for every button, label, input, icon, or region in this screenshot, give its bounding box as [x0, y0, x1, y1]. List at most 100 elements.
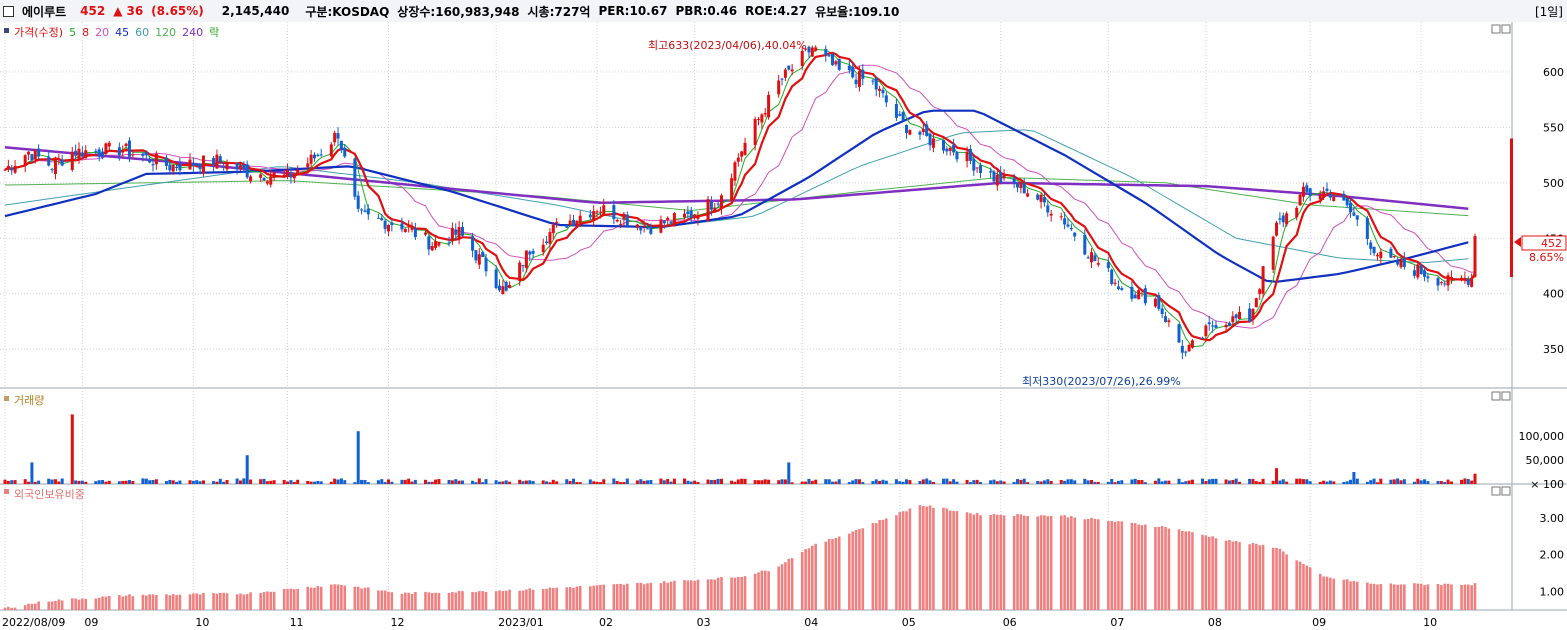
candle-body: [753, 119, 757, 146]
volume-bar: [847, 482, 851, 484]
volume-bar: [592, 481, 596, 484]
volume-bar: [1130, 479, 1134, 484]
foreign-bar: [1120, 521, 1124, 610]
minimize-icon[interactable]: [1491, 24, 1501, 34]
volume-bar: [1234, 478, 1238, 484]
foreign-bar: [434, 592, 437, 610]
foreign-bar: [1342, 579, 1346, 610]
volume-bar: [639, 479, 643, 484]
foreign-bar: [363, 587, 367, 610]
volume-bar: [1399, 480, 1403, 484]
volume-bar: [1325, 481, 1329, 484]
candle-body: [148, 159, 152, 163]
pane-buttons[interactable]: [1491, 24, 1511, 496]
volume-bar: [666, 479, 670, 484]
foreign-bar: [1332, 578, 1336, 610]
volume-bar: [834, 481, 838, 484]
volume-bar: [975, 479, 979, 484]
foreign-tick-label: 3.00: [1540, 512, 1565, 525]
candle-body: [1073, 232, 1077, 237]
candle-body: [191, 162, 195, 166]
chart-canvas[interactable]: 350400450500550600× 10050,000100,0001.00…: [0, 22, 1567, 630]
foreign-bar: [1285, 554, 1288, 610]
volume-bar: [1281, 479, 1285, 484]
candle-body: [225, 162, 229, 170]
foreign-bar: [854, 530, 858, 610]
volume-bar: [1073, 480, 1077, 484]
candle-body: [1022, 183, 1026, 194]
stock-name[interactable]: 에이루트: [22, 4, 67, 19]
candle-body: [689, 210, 693, 218]
foreign-bar: [471, 592, 474, 610]
volume-bar: [33, 481, 37, 484]
candle-body: [635, 224, 639, 228]
foreign-bar: [780, 564, 784, 610]
candle-body: [329, 144, 333, 157]
period-selector[interactable]: [1일]: [1534, 5, 1563, 19]
volume-bar: [1412, 481, 1416, 484]
foreign-bar: [1248, 544, 1251, 610]
foreign-bar: [885, 518, 888, 610]
volume-bar: [1042, 480, 1046, 484]
candle-body: [450, 227, 454, 242]
volume-bar: [1231, 479, 1235, 484]
volume-bar: [434, 479, 438, 484]
foreign-bar: [518, 590, 521, 610]
candle-body: [602, 205, 606, 216]
volume-bar: [1026, 482, 1030, 484]
foreign-bar: [74, 598, 77, 610]
foreign-bar: [541, 589, 545, 610]
date-tick-label: 2023/01: [498, 616, 544, 629]
foreign-bar: [696, 579, 700, 610]
candle-body: [77, 148, 81, 160]
volume-bar: [151, 479, 155, 484]
candle-body: [615, 220, 619, 222]
foreign-bar: [202, 593, 205, 610]
volume-bar: [191, 480, 195, 484]
foreign-bar: [1396, 584, 1399, 610]
candle-body: [400, 223, 404, 230]
select-checkbox[interactable]: [3, 5, 14, 17]
volume-bar: [931, 481, 935, 484]
close-icon[interactable]: [1501, 24, 1511, 34]
minimize-icon[interactable]: [1491, 486, 1501, 496]
candle-body: [693, 214, 697, 217]
pbr-value: PBR:0.46: [675, 4, 738, 18]
volume-bar: [1416, 478, 1420, 484]
date-tick-label: 04: [804, 616, 818, 629]
foreign-bar: [626, 583, 629, 610]
candle-body: [948, 147, 952, 151]
foreign-bar: [1201, 534, 1204, 610]
foreign-bar: [811, 545, 814, 610]
candle-body: [894, 104, 898, 118]
volume-bar: [1369, 480, 1373, 484]
foreign-bar: [235, 594, 239, 610]
volume-bar: [861, 482, 865, 484]
close-icon[interactable]: [1501, 486, 1511, 496]
candle-body: [477, 254, 481, 265]
candle-body: [857, 71, 861, 87]
date-tick-label: 07: [1110, 616, 1124, 629]
foreign-bar: [824, 541, 828, 610]
volume-bar: [767, 479, 771, 484]
volume-bar: [383, 482, 387, 484]
date-tick-label: 10: [1423, 616, 1437, 629]
close-icon[interactable]: [1501, 391, 1511, 401]
foreign-bar: [1133, 523, 1137, 610]
legend-foreign: 외국인보유비중: [14, 488, 85, 501]
foreign-bar: [50, 601, 54, 610]
volume-bar: [141, 478, 145, 484]
volume-bar: [104, 481, 108, 484]
volume-bar: [1039, 481, 1043, 484]
candle-body: [595, 211, 599, 213]
minimize-icon[interactable]: [1491, 391, 1501, 401]
foreign-bar: [666, 582, 669, 610]
foreign-bar: [827, 538, 831, 610]
candle-body: [154, 153, 158, 165]
candle-body: [198, 163, 202, 170]
foreign-bar: [188, 594, 192, 610]
foreign-bar: [1473, 583, 1477, 610]
foreign-bar: [380, 590, 384, 610]
foreign-bar: [686, 580, 690, 610]
volume-bar: [878, 480, 882, 484]
